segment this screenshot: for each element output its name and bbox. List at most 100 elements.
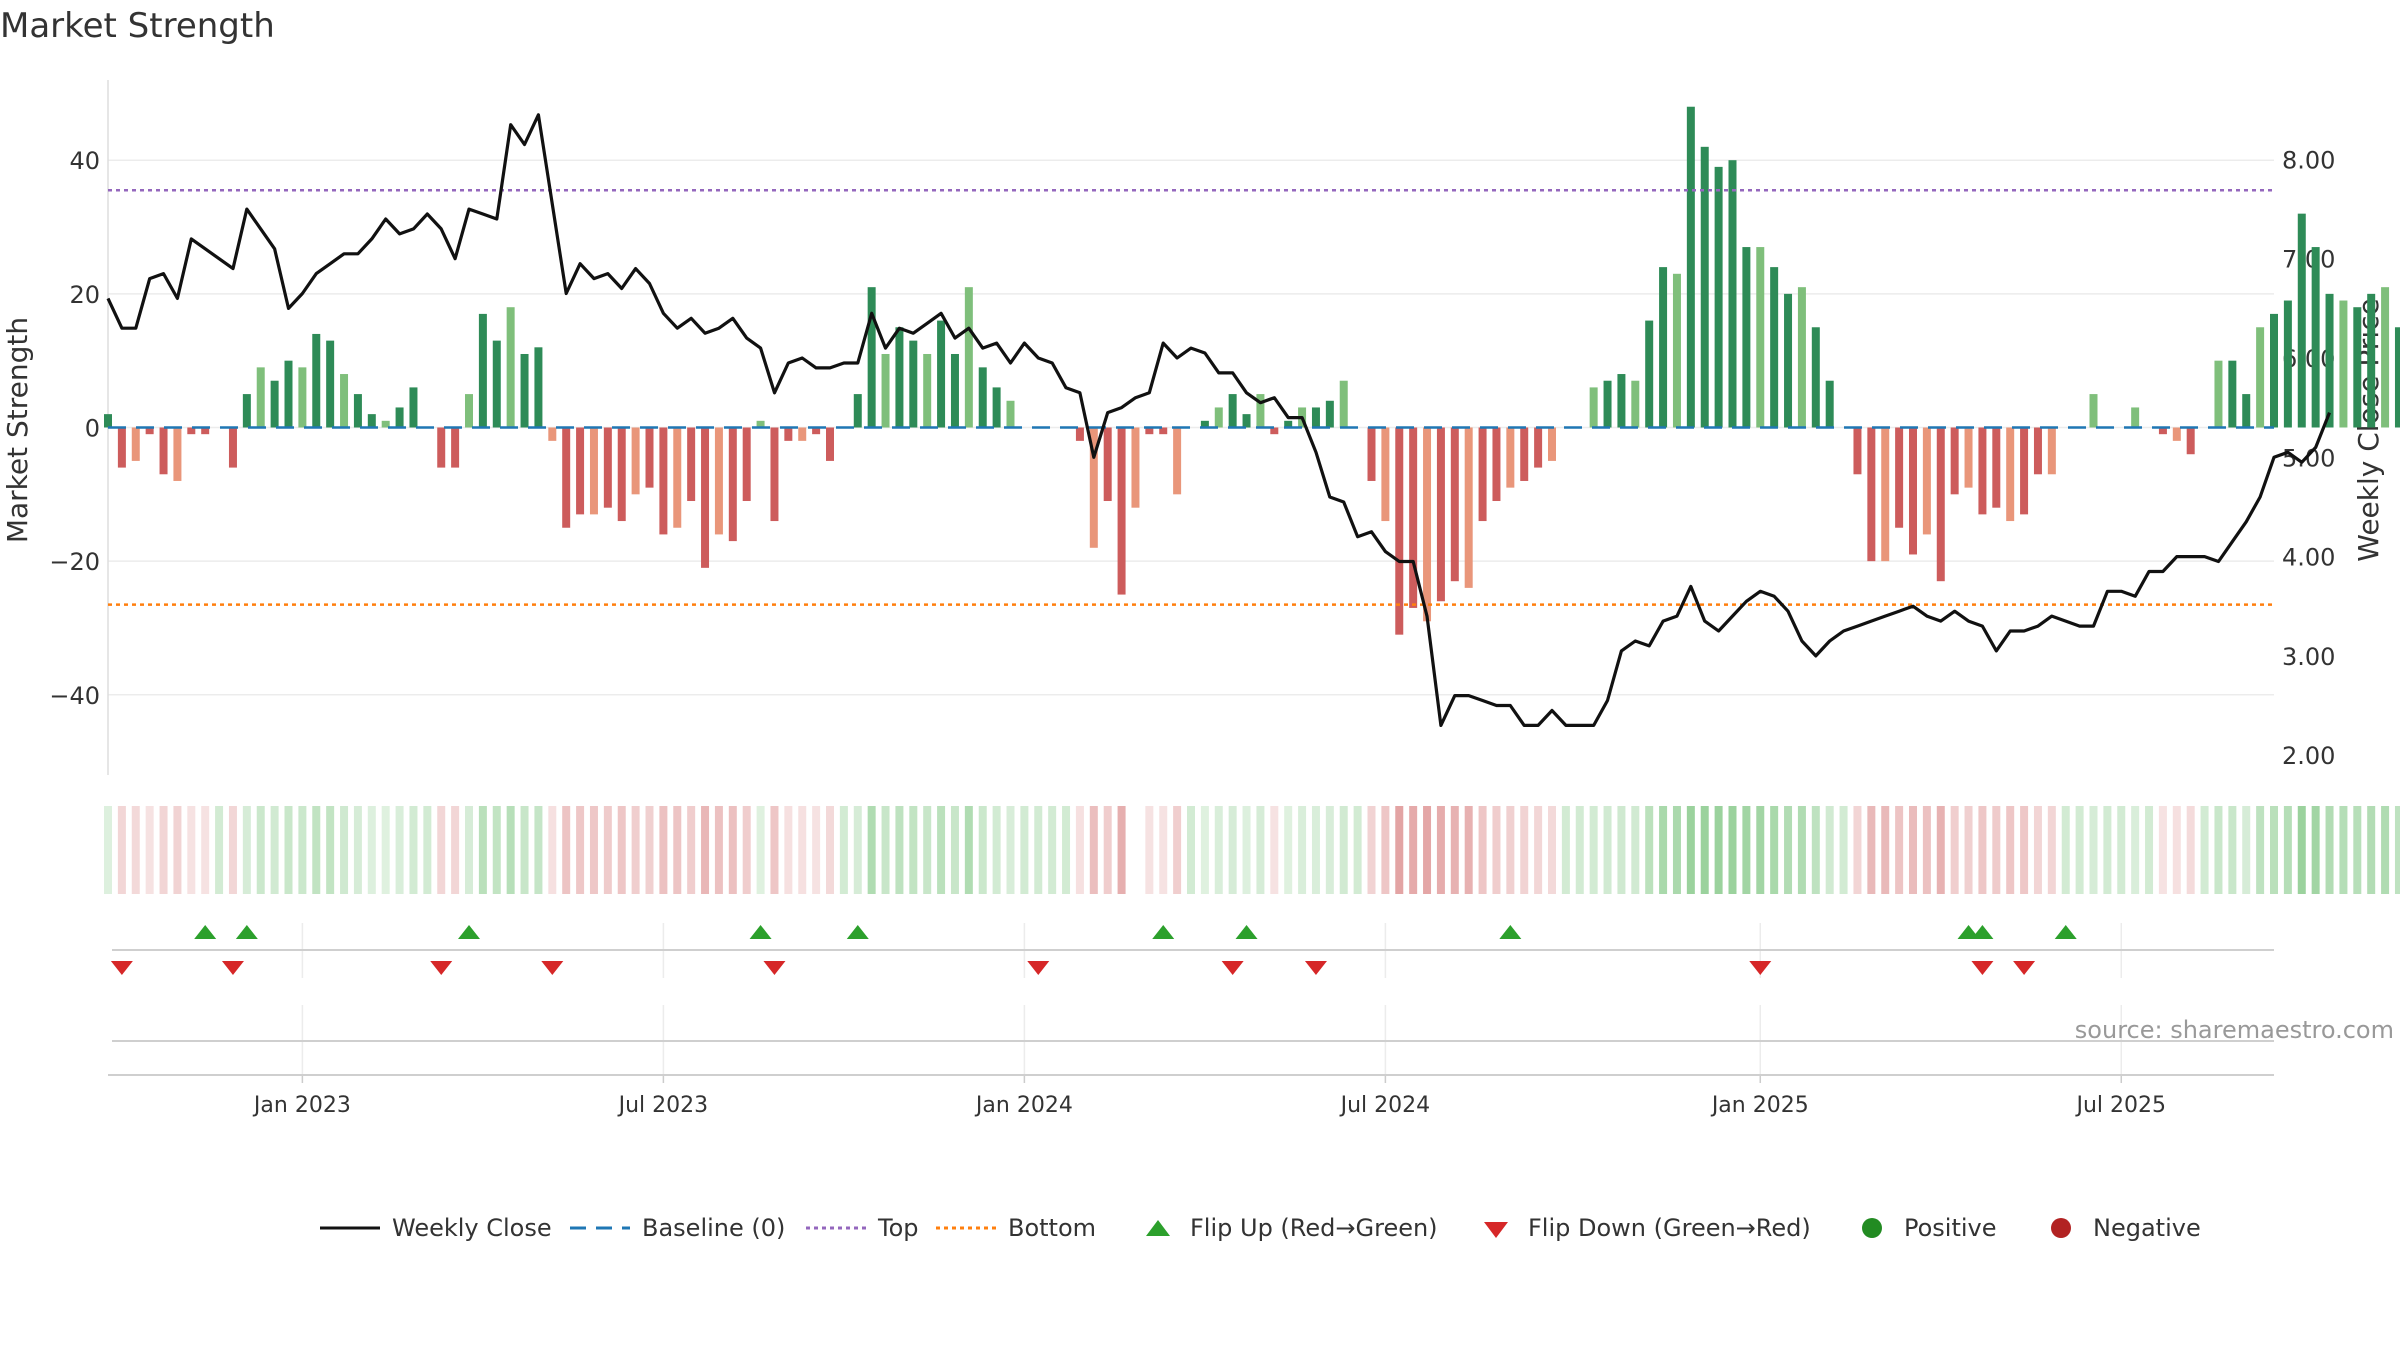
- regime-band-cell: [617, 806, 626, 894]
- strength-bar: [284, 360, 293, 428]
- regime-band-cell: [1589, 806, 1598, 894]
- regime-band-cell: [2033, 806, 2042, 894]
- regime-band-cell: [1645, 806, 1654, 894]
- strength-bar: [1520, 427, 1529, 481]
- regime-band-cell: [1159, 806, 1168, 894]
- strength-bar: [589, 427, 598, 515]
- regime-band-cell: [576, 806, 585, 894]
- strength-bar: [451, 427, 460, 468]
- regime-band-cell: [2394, 806, 2400, 894]
- strength-bar: [756, 420, 765, 428]
- strength-bar: [728, 427, 737, 542]
- flip-up-marker: [1957, 925, 1980, 939]
- right-tick-label: 2.00: [2282, 742, 2335, 770]
- strength-bar: [104, 414, 112, 428]
- strength-bar: [978, 367, 987, 428]
- strength-bar: [1756, 247, 1765, 428]
- regime-band-cell: [2020, 806, 2029, 894]
- regime-band-cell: [1784, 806, 1793, 894]
- flip-up-marker: [749, 925, 772, 939]
- right-tick-label: 7.00: [2282, 246, 2335, 274]
- strength-bar: [2283, 300, 2292, 428]
- regime-band-cell: [1895, 806, 1904, 894]
- strength-bar: [2214, 360, 2223, 428]
- strength-bar: [201, 427, 210, 435]
- strength-bar: [187, 427, 196, 435]
- regime-band-cell: [1964, 806, 1973, 894]
- strength-bar: [1770, 267, 1779, 428]
- regime-band-cell: [964, 806, 973, 894]
- flip-up-marker: [2054, 925, 2077, 939]
- regime-band-cell: [1672, 806, 1681, 894]
- flip-up-marker: [1152, 925, 1175, 939]
- regime-band-cell: [756, 806, 765, 894]
- strength-bar: [1631, 380, 1640, 428]
- regime-band-cell: [1228, 806, 1237, 894]
- regime-band-cell: [1187, 806, 1195, 894]
- strength-bar: [1672, 273, 1681, 428]
- legend-item-flip-up: Flip Up (Red→Green): [1138, 1208, 1438, 1248]
- strength-bar: [2394, 327, 2400, 428]
- regime-band-cell: [1103, 806, 1112, 894]
- strength-bar: [895, 327, 904, 428]
- regime-band-cell: [104, 806, 112, 894]
- strength-bar: [826, 427, 834, 461]
- strength-bar: [1659, 267, 1668, 428]
- regime-band-cell: [784, 806, 793, 894]
- regime-band-cell: [1450, 806, 1459, 894]
- regime-band-cell: [1548, 806, 1556, 894]
- regime-band-cell: [1659, 806, 1668, 894]
- legend-label: Weekly Close: [392, 1214, 552, 1242]
- regime-band-cell: [2186, 806, 2195, 894]
- strength-bar: [1159, 427, 1168, 435]
- regime-band-cell: [1631, 806, 1640, 894]
- strength-bar: [1950, 427, 1959, 495]
- regime-band-cell: [1395, 806, 1404, 894]
- regime-band-cell: [937, 806, 946, 894]
- regime-band-cell: [2089, 806, 2098, 894]
- flip-up-marker: [846, 925, 869, 939]
- strength-bar: [1811, 327, 1820, 428]
- strength-bar: [1325, 400, 1334, 428]
- strength-bar: [1506, 427, 1515, 488]
- regime-band-cell: [423, 806, 432, 894]
- flip-down-marker: [430, 961, 453, 975]
- strength-bar: [298, 367, 307, 428]
- strength-bar: [1797, 287, 1806, 428]
- regime-band-cell: [1825, 806, 1834, 894]
- strength-bar: [1214, 407, 1223, 428]
- strength-bar: [617, 427, 626, 522]
- strength-bar: [326, 340, 335, 428]
- left-tick-label: −20: [49, 548, 100, 576]
- regime-band-cell: [228, 806, 237, 894]
- regime-band-cell: [1325, 806, 1334, 894]
- strength-bar: [1006, 400, 1015, 428]
- regime-band-cell: [1423, 806, 1432, 894]
- regime-band-cell: [437, 806, 446, 894]
- regime-band-cell: [2339, 806, 2348, 894]
- regime-band-cell: [1242, 806, 1251, 894]
- regime-band-cell: [465, 806, 473, 894]
- flip-down-marker: [1971, 961, 1994, 975]
- strength-bar: [1881, 427, 1890, 562]
- regime-band-cell: [506, 806, 515, 894]
- regime-band-cell: [1298, 806, 1307, 894]
- regime-band-cell: [1686, 806, 1695, 894]
- flip-down-marker: [541, 961, 564, 975]
- regime-band-cell: [131, 806, 140, 894]
- strength-bar: [1228, 394, 1237, 428]
- regime-band-cell: [451, 806, 460, 894]
- flip-down-marker: [221, 961, 244, 975]
- weekly-close-line: [106, 113, 2331, 728]
- strength-bar: [1311, 407, 1320, 428]
- regime-band-cell: [1048, 806, 1057, 894]
- regime-band-cell: [631, 806, 640, 894]
- strength-bar: [645, 427, 654, 488]
- flip-up-marker: [235, 925, 258, 939]
- strength-bar: [1548, 427, 1556, 461]
- regime-band-cell: [284, 806, 293, 894]
- regime-band-cell: [728, 806, 737, 894]
- strength-bar: [1534, 427, 1543, 468]
- strength-bar: [1200, 420, 1209, 428]
- regime-band-cell: [1617, 806, 1626, 894]
